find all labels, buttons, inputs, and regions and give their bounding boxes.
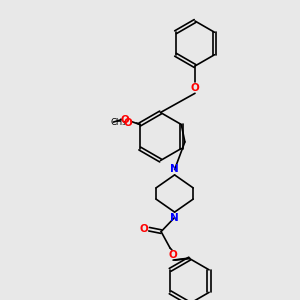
Text: O: O xyxy=(139,224,148,234)
Text: N: N xyxy=(170,213,179,223)
Text: N: N xyxy=(170,164,179,174)
Text: O: O xyxy=(190,83,200,93)
Text: CH₃: CH₃ xyxy=(110,118,126,127)
Text: O: O xyxy=(120,115,129,125)
Text: O: O xyxy=(123,118,132,128)
Text: O: O xyxy=(169,250,178,260)
